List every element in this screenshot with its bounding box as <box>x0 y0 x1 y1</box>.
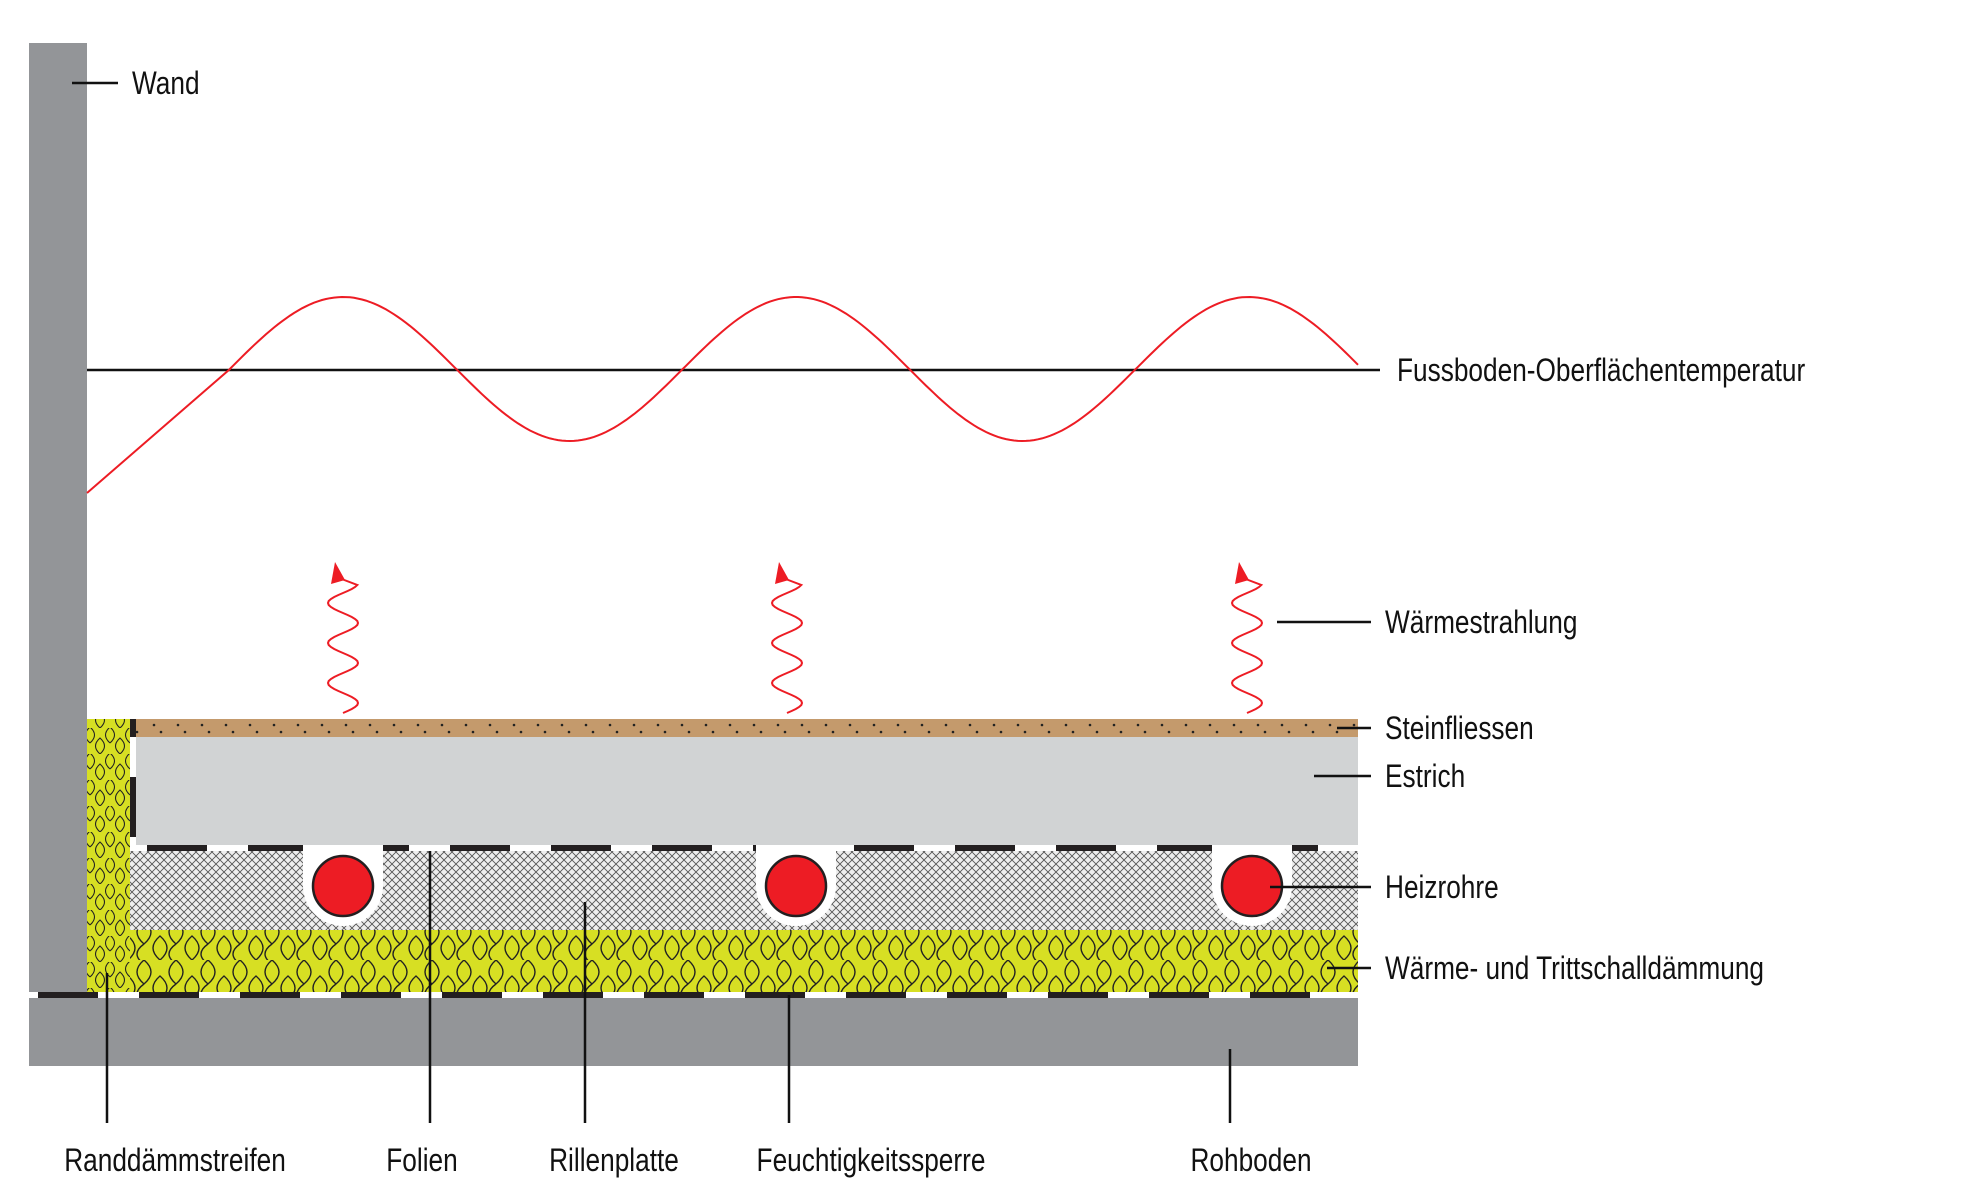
foil-layer <box>130 845 1358 851</box>
screed <box>136 737 1358 845</box>
foil-dash <box>248 845 308 851</box>
label-pipes: Heizrohre <box>1385 871 1499 906</box>
barrier-dash <box>745 992 805 998</box>
label-foils: Folien <box>386 1144 457 1179</box>
stone-tiles <box>136 719 1358 737</box>
arrowhead-icon <box>775 562 789 584</box>
foil-dash <box>147 845 207 851</box>
barrier-dash <box>846 992 906 998</box>
foil-dash <box>1056 845 1116 851</box>
barrier-dash <box>947 992 1007 998</box>
barrier-dash <box>1149 992 1209 998</box>
label-subfloor: Rohboden <box>1190 1144 1311 1179</box>
heating-pipes <box>303 845 1292 926</box>
label-wand: Wand <box>132 67 200 102</box>
foil-dash <box>450 845 510 851</box>
barrier-dash <box>240 992 300 998</box>
heat-radiation-wave <box>1230 577 1264 714</box>
heating-pipe <box>764 854 828 918</box>
barrier-dash <box>543 992 603 998</box>
arrowhead-icon <box>331 562 345 584</box>
heating-pipe <box>311 854 375 918</box>
barrier-dash <box>644 992 704 998</box>
label-screed: Estrich <box>1385 760 1465 795</box>
label-heat-radiation: Wärmestrahlung <box>1385 606 1577 641</box>
barrier-dash <box>442 992 502 998</box>
moisture-barrier-dashes <box>38 992 1310 998</box>
leader-lines <box>72 81 1371 1123</box>
barrier-dash <box>38 992 98 998</box>
barrier-dash <box>341 992 401 998</box>
label-tiles: Steinfliessen <box>1385 712 1534 747</box>
barrier-dash <box>1048 992 1108 998</box>
label-insulation: Wärme- und Trittschalldämmung <box>1385 952 1764 987</box>
edge-strip-foil <box>130 777 136 837</box>
wall <box>29 43 87 995</box>
arrowhead-icon <box>1235 562 1249 584</box>
edge-insulation-strip <box>87 719 130 992</box>
label-moisture-barrier: Feuchtigkeitssperre <box>757 1144 986 1179</box>
heat-radiation-arrows <box>326 562 1264 714</box>
edge-strip-foil <box>130 719 136 737</box>
subfloor <box>29 998 1358 1066</box>
label-groove-board: Rillenplatte <box>549 1144 679 1179</box>
foil-dash <box>955 845 1015 851</box>
heat-radiation-wave <box>770 577 804 714</box>
surface-temperature-curve <box>86 295 1359 494</box>
foil-dash <box>854 845 914 851</box>
label-surface-temperature: Fussboden-Oberflächentemperatur <box>1397 354 1805 389</box>
thermal-impact-insulation <box>130 930 1358 992</box>
foil-dash <box>551 845 611 851</box>
heat-radiation-wave <box>326 577 360 714</box>
label-edge-strip: Randdämmstreifen <box>64 1144 286 1179</box>
barrier-dash <box>1250 992 1310 998</box>
foil-dash <box>1157 845 1217 851</box>
foil-dash <box>652 845 712 851</box>
barrier-dash <box>139 992 199 998</box>
